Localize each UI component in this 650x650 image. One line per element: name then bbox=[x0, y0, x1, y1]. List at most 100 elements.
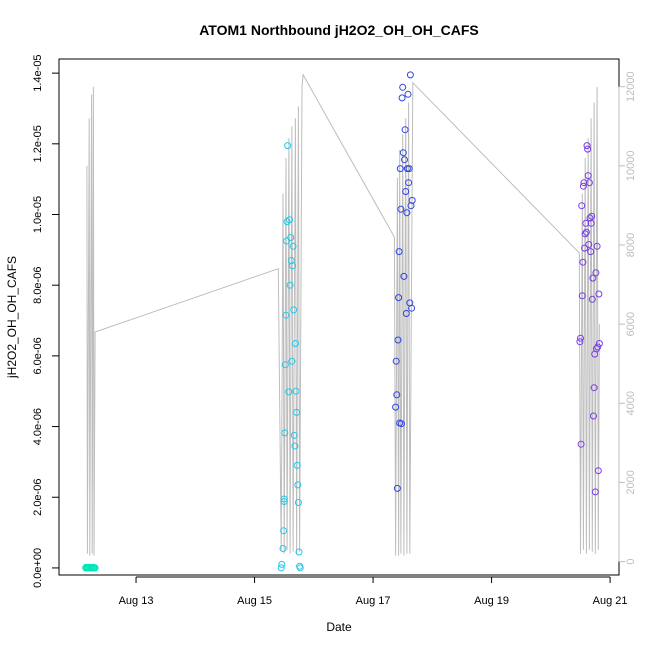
data-point bbox=[399, 83, 407, 91]
altitude-trace bbox=[86, 73, 600, 556]
data-point bbox=[290, 431, 298, 439]
data-point bbox=[395, 248, 403, 256]
data-point bbox=[577, 334, 584, 342]
data-point bbox=[398, 420, 405, 428]
data-points bbox=[82, 71, 603, 572]
data-point bbox=[281, 361, 289, 369]
data-point bbox=[280, 498, 288, 505]
data-point bbox=[591, 488, 599, 496]
data-point bbox=[286, 216, 293, 224]
altitude-line bbox=[86, 73, 600, 556]
data-point bbox=[400, 272, 408, 280]
data-point bbox=[584, 145, 592, 153]
data-point bbox=[287, 257, 295, 264]
data-point bbox=[594, 467, 602, 475]
data-point bbox=[296, 564, 304, 572]
data-point bbox=[289, 262, 296, 270]
y-tick-label: 4.0e-06 bbox=[32, 408, 44, 445]
data-point bbox=[294, 481, 302, 489]
data-point bbox=[85, 563, 93, 571]
data-point bbox=[586, 214, 594, 222]
data-point bbox=[292, 387, 300, 395]
data-point bbox=[406, 71, 414, 79]
data-point bbox=[282, 311, 290, 319]
plot-frame bbox=[58, 58, 620, 576]
data-point bbox=[581, 230, 589, 238]
data-point bbox=[294, 499, 302, 506]
y-tick-label: 8.0e-06 bbox=[32, 267, 44, 304]
data-point bbox=[402, 188, 410, 195]
y-axis-label: jH2O2_OH_OH_CAFS bbox=[5, 256, 19, 379]
data-point bbox=[397, 205, 405, 213]
y-tick-label: 1.4e-05 bbox=[32, 54, 44, 91]
x-tick-label: Aug 13 bbox=[119, 595, 154, 607]
data-point bbox=[593, 345, 600, 353]
data-point bbox=[393, 391, 401, 399]
data-point bbox=[280, 495, 288, 503]
data-point bbox=[290, 306, 298, 314]
chart-title: ATOM1 Northbound jH2O2_OH_OH_CAFS bbox=[199, 22, 479, 38]
data-point bbox=[576, 338, 584, 346]
data-point bbox=[288, 357, 296, 365]
altitude-tick-label: 2000 bbox=[625, 470, 637, 494]
series-3 bbox=[392, 71, 416, 492]
data-point bbox=[285, 388, 293, 396]
data-point bbox=[408, 304, 416, 312]
data-point bbox=[293, 408, 301, 416]
data-point bbox=[289, 242, 297, 250]
x-tick-label: Aug 17 bbox=[356, 595, 391, 607]
data-point bbox=[593, 242, 601, 250]
data-point bbox=[293, 461, 301, 469]
data-point bbox=[579, 258, 587, 266]
data-point bbox=[399, 149, 407, 157]
data-point bbox=[587, 248, 595, 256]
data-point bbox=[585, 179, 593, 187]
data-point bbox=[579, 182, 587, 190]
data-point bbox=[394, 336, 402, 344]
altitude-tick-label: 8000 bbox=[625, 233, 637, 257]
x-tick-label: Aug 21 bbox=[593, 595, 628, 607]
data-point bbox=[589, 274, 597, 282]
x-tick-label: Aug 15 bbox=[237, 595, 272, 607]
data-point bbox=[592, 269, 600, 277]
data-point bbox=[590, 412, 597, 420]
data-point bbox=[401, 156, 408, 164]
data-point bbox=[396, 165, 404, 173]
data-point bbox=[278, 560, 286, 568]
data-point bbox=[393, 484, 401, 492]
data-point bbox=[283, 237, 291, 245]
data-point bbox=[578, 202, 586, 210]
data-point bbox=[405, 165, 413, 173]
data-point bbox=[582, 219, 590, 227]
data-point bbox=[82, 563, 90, 571]
data-point bbox=[588, 212, 596, 220]
data-point bbox=[594, 343, 602, 351]
data-point bbox=[595, 290, 603, 298]
data-point bbox=[392, 357, 400, 365]
data-point bbox=[581, 244, 589, 252]
y-tick-label: 1.2e-05 bbox=[32, 125, 44, 162]
y-tick-label: 0.0e+00 bbox=[32, 548, 44, 588]
data-point bbox=[286, 281, 294, 289]
x-axis: Aug 13 Aug 15 Aug 17 Aug 19 Aug 21 bbox=[119, 576, 628, 607]
altitude-tick-label: 12000 bbox=[625, 71, 637, 102]
data-point bbox=[405, 179, 413, 187]
x-tick-label: Aug 19 bbox=[474, 595, 509, 607]
data-point bbox=[291, 340, 299, 347]
altitude-tick-label: 6000 bbox=[625, 312, 637, 336]
data-point bbox=[87, 563, 95, 571]
data-point bbox=[583, 142, 591, 150]
data-point bbox=[281, 429, 289, 437]
series-4 bbox=[576, 142, 603, 496]
data-point bbox=[595, 340, 603, 347]
data-point bbox=[587, 219, 595, 227]
data-point bbox=[287, 234, 295, 241]
data-point bbox=[590, 384, 598, 392]
data-point bbox=[398, 94, 406, 102]
altitude-axis: 0 2000 4000 6000 8000 10000 12000 bbox=[618, 71, 637, 565]
altitude-tick-label: 0 bbox=[625, 558, 637, 564]
data-point bbox=[585, 241, 593, 248]
data-point bbox=[407, 202, 415, 210]
data-point bbox=[277, 564, 285, 572]
